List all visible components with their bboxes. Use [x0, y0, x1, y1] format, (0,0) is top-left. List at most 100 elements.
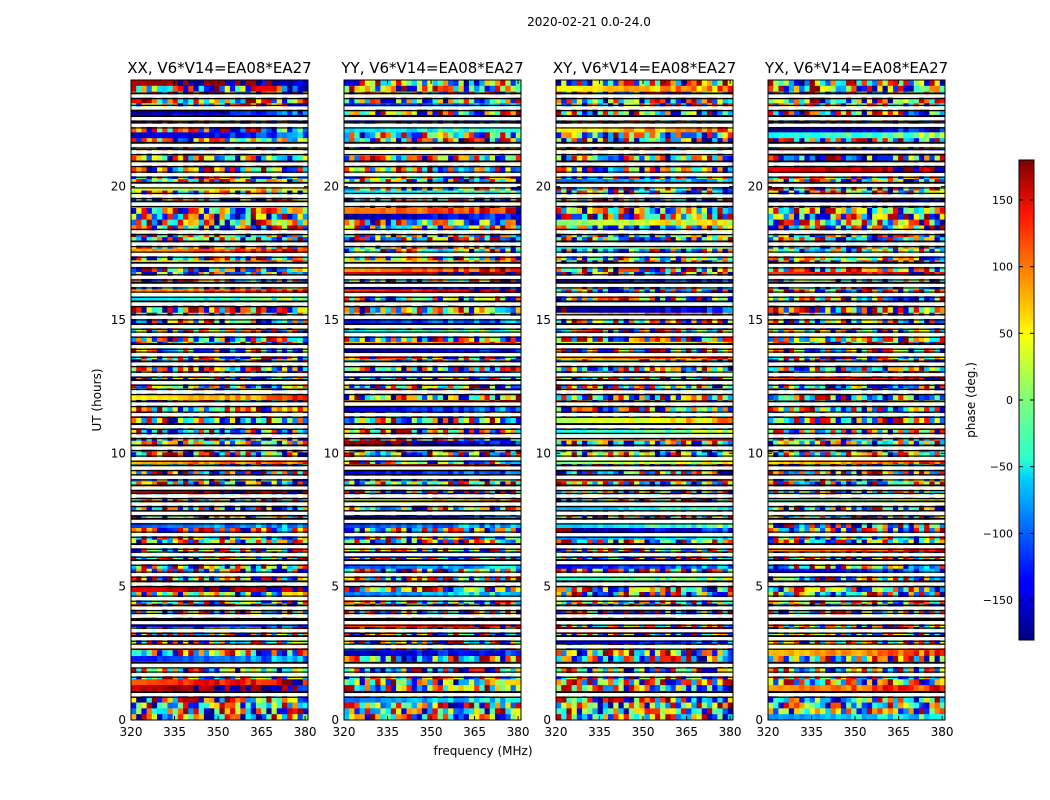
heatmap-cell: [136, 429, 142, 436]
heatmap-cell: [302, 306, 309, 314]
heatmap-cell: [364, 132, 371, 139]
heatmap-cell: [136, 237, 142, 244]
heatmap-cell: [172, 109, 179, 116]
flag-gap: [131, 275, 308, 279]
heatmap-cell: [287, 656, 293, 663]
heatmap-cell: [177, 266, 184, 273]
heatmap-cell: [167, 132, 174, 139]
heatmap-cell: [193, 277, 200, 285]
heatmap-cell: [385, 213, 392, 221]
heatmap-cell: [245, 347, 252, 354]
heatmap-cell: [276, 196, 283, 203]
heatmap-cell: [359, 213, 366, 221]
heatmap-cell: [240, 306, 246, 314]
heatmap-cell: [276, 219, 283, 226]
heatmap-cell: [209, 394, 215, 401]
heatmap-cell: [297, 97, 304, 104]
heatmap-cell: [235, 405, 241, 413]
heatmap-cell: [146, 469, 153, 477]
heatmap-cell: [177, 80, 184, 87]
heatmap-cell: [188, 138, 194, 145]
heatmap-cell: [297, 277, 304, 285]
heatmap-cell: [172, 219, 179, 226]
heatmap-cell: [157, 469, 163, 477]
heatmap-cell: [261, 266, 267, 273]
heatmap-cell: [188, 318, 194, 325]
heatmap-cell: [297, 714, 304, 721]
heatmap-cell: [193, 522, 200, 529]
heatmap-cell: [229, 277, 236, 285]
heatmap-cell: [172, 365, 179, 372]
heatmap-cell: [396, 213, 402, 221]
heatmap-cell: [151, 80, 158, 87]
heatmap-cell: [193, 213, 200, 221]
heatmap-cell: [292, 167, 298, 174]
heatmap-cell: [224, 306, 231, 314]
heatmap-cell: [250, 219, 257, 226]
heatmap-cell: [141, 405, 148, 413]
heatmap-cell: [276, 144, 283, 151]
heatmap-cell: [463, 213, 470, 221]
heatmap-cell: [136, 522, 142, 529]
heatmap-cell: [276, 306, 283, 314]
heatmap-cell: [442, 208, 449, 215]
heatmap-cell: [302, 144, 309, 151]
heatmap-cell: [302, 353, 309, 360]
heatmap-cell: [224, 266, 231, 273]
heatmap-cell: [281, 440, 288, 447]
heatmap-cell: [458, 237, 465, 244]
heatmap-cell: [271, 365, 278, 372]
heatmap-cell: [359, 80, 366, 87]
heatmap-cell: [297, 452, 304, 459]
heatmap-cell: [203, 213, 210, 221]
heatmap-cell: [162, 138, 168, 145]
heatmap-cell: [224, 155, 231, 162]
heatmap-cell: [167, 679, 174, 686]
heatmap-cell: [229, 336, 236, 343]
heatmap-cell: [240, 237, 246, 244]
heatmap-cell: [364, 85, 371, 93]
heatmap-cell: [219, 126, 226, 133]
heatmap-cell: [203, 103, 210, 110]
heatmap-cell: [224, 702, 231, 709]
heatmap-cell: [157, 667, 163, 674]
heatmap-cell: [198, 97, 205, 104]
heatmap-cell: [146, 138, 153, 145]
heatmap-cell: [183, 708, 189, 715]
heatmap-cell: [151, 109, 158, 116]
heatmap-cell: [266, 219, 272, 226]
heatmap-cell: [281, 656, 288, 663]
heatmap-cell: [151, 167, 158, 174]
heatmap-cell: [172, 138, 179, 145]
heatmap-cell: [157, 103, 163, 110]
heatmap-cell: [240, 365, 246, 372]
heatmap-cell: [162, 318, 168, 325]
heatmap-cell: [219, 405, 226, 413]
heatmap-cell: [422, 208, 428, 215]
heatmap-cell: [214, 295, 220, 302]
heatmap-cell: [266, 446, 272, 453]
heatmap-cell: [136, 440, 142, 447]
heatmap-cell: [401, 208, 407, 215]
heatmap-cell: [281, 353, 288, 360]
heatmap-cell: [162, 650, 168, 657]
heatmap-cell: [214, 685, 220, 692]
heatmap-cell: [235, 469, 241, 477]
heatmap-cell: [500, 85, 506, 93]
heatmap-cell: [235, 318, 241, 325]
heatmap-cell: [214, 219, 220, 226]
heatmap-cell: [141, 656, 148, 663]
heatmap-cell: [266, 109, 272, 116]
heatmap-cell: [151, 103, 158, 110]
heatmap-cell: [219, 237, 226, 244]
flag-gap: [131, 553, 308, 557]
heatmap-cell: [271, 446, 278, 453]
heatmap-cell: [250, 714, 257, 721]
heatmap-cell: [432, 132, 439, 139]
heatmap-cell: [157, 650, 163, 657]
heatmap-cell: [151, 219, 158, 226]
heatmap-cell: [183, 650, 189, 657]
heatmap-cell: [172, 504, 179, 511]
heatmap-cell: [266, 469, 272, 477]
heatmap-cell: [463, 208, 470, 215]
